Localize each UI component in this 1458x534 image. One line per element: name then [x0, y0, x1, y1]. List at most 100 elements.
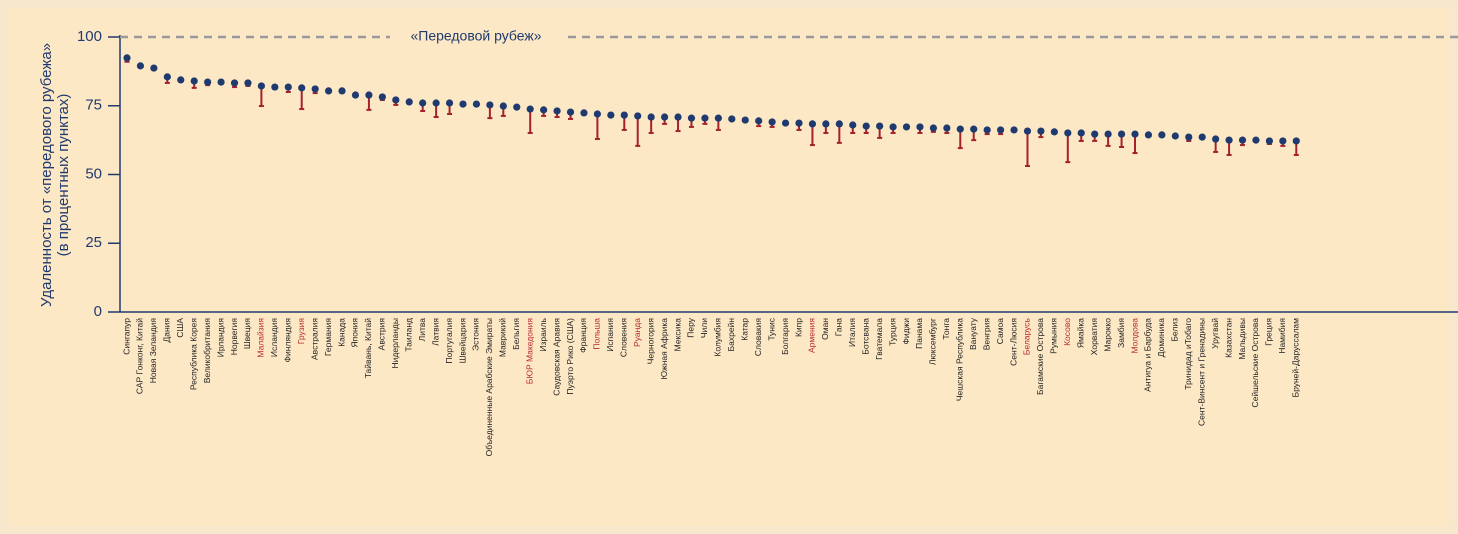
x-tick-label: Таиланд: [403, 318, 413, 352]
x-tick-label: Белиз: [1170, 318, 1180, 342]
y-tick-label: 50: [85, 165, 102, 182]
x-tick-label: Марокко: [1102, 318, 1112, 352]
x-tick-label: Перу: [686, 317, 696, 337]
x-tick-label: Литва: [417, 318, 427, 342]
x-tick-label: Сингапур: [121, 318, 131, 355]
x-tick-label: Косово: [1062, 318, 1072, 346]
dot: [459, 100, 467, 108]
x-tick-label: Ямайка: [1075, 318, 1085, 348]
x-tick-label: Черногория: [645, 318, 655, 365]
x-tick-label: Республика Корея: [188, 318, 198, 391]
dot: [889, 123, 897, 131]
dot: [204, 78, 212, 86]
dot: [432, 99, 440, 107]
dot: [392, 96, 400, 104]
dot: [997, 126, 1005, 134]
dot: [217, 78, 225, 86]
x-tick-label: Саудовская Аравия: [551, 318, 561, 396]
x-tick-label: Хорватия: [1089, 318, 1099, 356]
x-tick-label: Уругвай: [1210, 318, 1220, 349]
dot: [1265, 137, 1273, 145]
x-tick-label: Гана: [834, 318, 844, 337]
dot: [136, 62, 145, 70]
x-tick-label: Антигуа и Барбуда: [1143, 318, 1153, 392]
dot: [311, 85, 319, 93]
dot: [1131, 130, 1139, 138]
x-tick-label: Сейшельские Острова: [1250, 318, 1260, 408]
x-tick-label: Южная Африка: [659, 318, 669, 380]
x-tick-label: Швеция: [242, 318, 252, 350]
dot: [781, 119, 790, 127]
dot: [1185, 133, 1193, 141]
dot: [445, 99, 454, 107]
dot: [1064, 129, 1072, 137]
y-tick-label: 0: [94, 303, 102, 320]
dot: [526, 105, 534, 113]
dot: [647, 113, 655, 121]
dot: [1050, 128, 1058, 136]
x-tick-label: Сент-Винсент и Гренадины: [1196, 318, 1206, 426]
x-tick-label: Румыния: [1049, 318, 1059, 354]
dot: [163, 73, 171, 81]
x-tick-label: Армения: [807, 318, 817, 353]
x-tick-label: Тринидад иТобаго: [1183, 318, 1193, 390]
dot: [1212, 135, 1220, 143]
x-tick-label: Австрия: [377, 318, 387, 351]
x-tick-label: Италия: [847, 318, 857, 347]
dot: [970, 125, 978, 133]
x-tick-label: Португалия: [444, 318, 454, 364]
dot: [190, 77, 198, 85]
x-tick-label: Вануату: [968, 317, 978, 350]
x-tick-label: Тайвань, Китай: [363, 318, 373, 379]
dot: [553, 107, 561, 115]
annotation: «Передовой рубеж»: [410, 28, 541, 44]
dot: [755, 117, 763, 125]
dot: [1238, 136, 1247, 144]
dot: [419, 99, 427, 107]
dot: [365, 91, 373, 99]
x-tick-label: Замбия: [1116, 318, 1126, 348]
annotation-bg: [390, 27, 562, 47]
x-tick-label: Исландия: [269, 318, 279, 357]
dot: [849, 121, 857, 129]
dot: [1198, 133, 1206, 141]
x-tick-label: Испания: [605, 318, 615, 352]
dot: [822, 120, 830, 128]
x-tick-label: Австралия: [309, 318, 319, 360]
dot: [351, 91, 360, 99]
x-tick-label: Руанда: [632, 318, 642, 347]
dot: [1292, 137, 1300, 145]
x-tick-label: Греция: [1264, 318, 1274, 346]
x-tick-label: Пуэрто Рико (США): [565, 318, 575, 395]
dot: [835, 120, 843, 128]
dot: [284, 83, 292, 91]
dot: [486, 101, 494, 109]
dot: [378, 93, 386, 101]
x-tick-label: Тунис: [766, 317, 776, 340]
dot: [244, 79, 252, 87]
x-tick-label: Самоа: [995, 318, 1005, 345]
x-tick-label: Ботсвана: [860, 318, 870, 355]
dot: [1279, 137, 1287, 145]
dot: [1225, 136, 1233, 144]
x-tick-label: Израиль: [538, 317, 548, 351]
x-tick-label: Германия: [323, 318, 333, 357]
dot: [593, 110, 602, 118]
dot: [1091, 130, 1099, 138]
dot: [956, 125, 964, 133]
x-tick-label: Словения: [619, 318, 629, 358]
dot: [876, 122, 884, 130]
dot: [1144, 131, 1153, 139]
dot: [741, 116, 749, 124]
y-tick-label: 100: [77, 28, 102, 45]
x-tick-label: Объединенные Арабские Эмираты: [484, 318, 494, 456]
dot: [983, 126, 991, 134]
dot: [338, 87, 346, 95]
dot: [1158, 131, 1166, 139]
x-tick-label: Эстония: [471, 318, 481, 351]
dot: [566, 108, 575, 116]
dot: [298, 84, 306, 92]
dot: [634, 112, 642, 120]
dot: [607, 111, 615, 119]
